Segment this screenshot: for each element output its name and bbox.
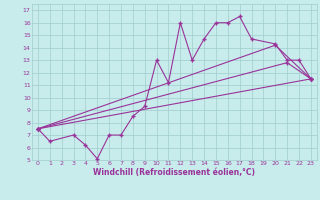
- X-axis label: Windchill (Refroidissement éolien,°C): Windchill (Refroidissement éolien,°C): [93, 168, 255, 177]
